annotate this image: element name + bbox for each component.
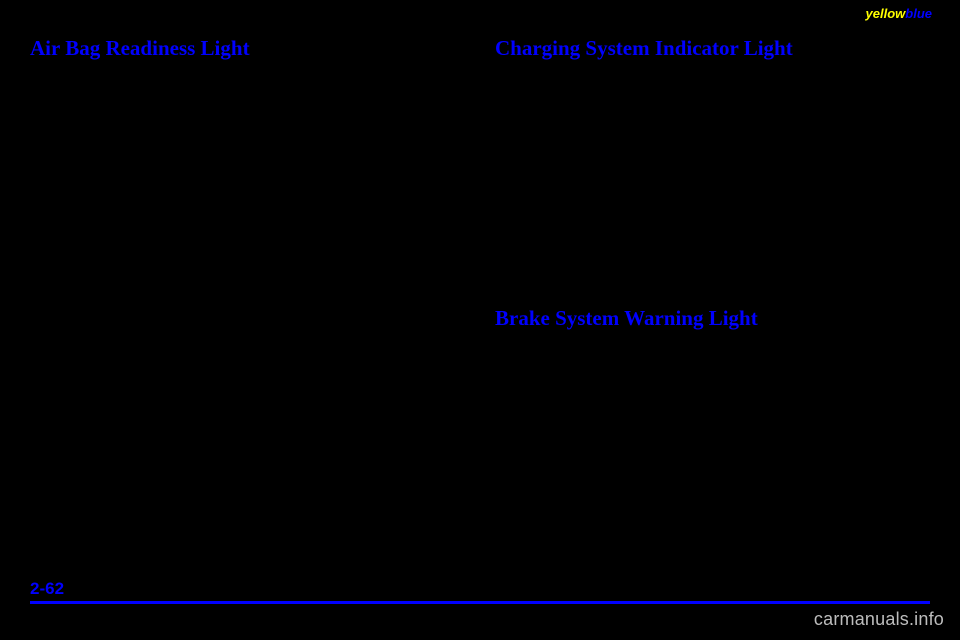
body-paragraph: If the air bag readiness light stays on … xyxy=(30,292,465,352)
right-column: Charging System Indicator Light The char… xyxy=(495,36,930,588)
body-paragraph: If you must drive a short distance with … xyxy=(495,252,930,292)
body-paragraph: If the warning light comes on, there is … xyxy=(495,410,930,450)
color-registration-mark: yellowblue xyxy=(866,6,932,21)
manual-page: yellowblue Air Bag Readiness Light There… xyxy=(0,0,960,640)
body-paragraph: Your vehicle's hydraulic brake system is… xyxy=(495,340,930,400)
content-columns: Air Bag Readiness Light There is an air … xyxy=(30,36,930,588)
page-number: 2-62 xyxy=(30,579,64,598)
mark-blue: blue xyxy=(905,6,932,21)
mark-yellow: yellow xyxy=(866,6,906,21)
body-paragraph: This light will come on when you start y… xyxy=(30,222,465,282)
body-paragraph: The air bag readiness light should flash… xyxy=(30,362,465,422)
body-paragraph: It should go out once the engine is runn… xyxy=(495,142,930,242)
watermark-text: carmanuals.info xyxy=(814,609,944,630)
heading-charging-system: Charging System Indicator Light xyxy=(495,36,930,60)
body-paragraph: The charging system light will come on b… xyxy=(495,72,930,132)
body-paragraph: There is an air bag readiness light on t… xyxy=(30,72,465,212)
heading-brake-system: Brake System Warning Light xyxy=(495,306,930,330)
page-footer: 2-62 xyxy=(30,579,930,604)
body-paragraph: This light should come on briefly when y… xyxy=(495,460,930,520)
left-column: Air Bag Readiness Light There is an air … xyxy=(30,36,465,588)
footer-rule xyxy=(30,601,930,604)
heading-airbag-readiness: Air Bag Readiness Light xyxy=(30,36,465,60)
